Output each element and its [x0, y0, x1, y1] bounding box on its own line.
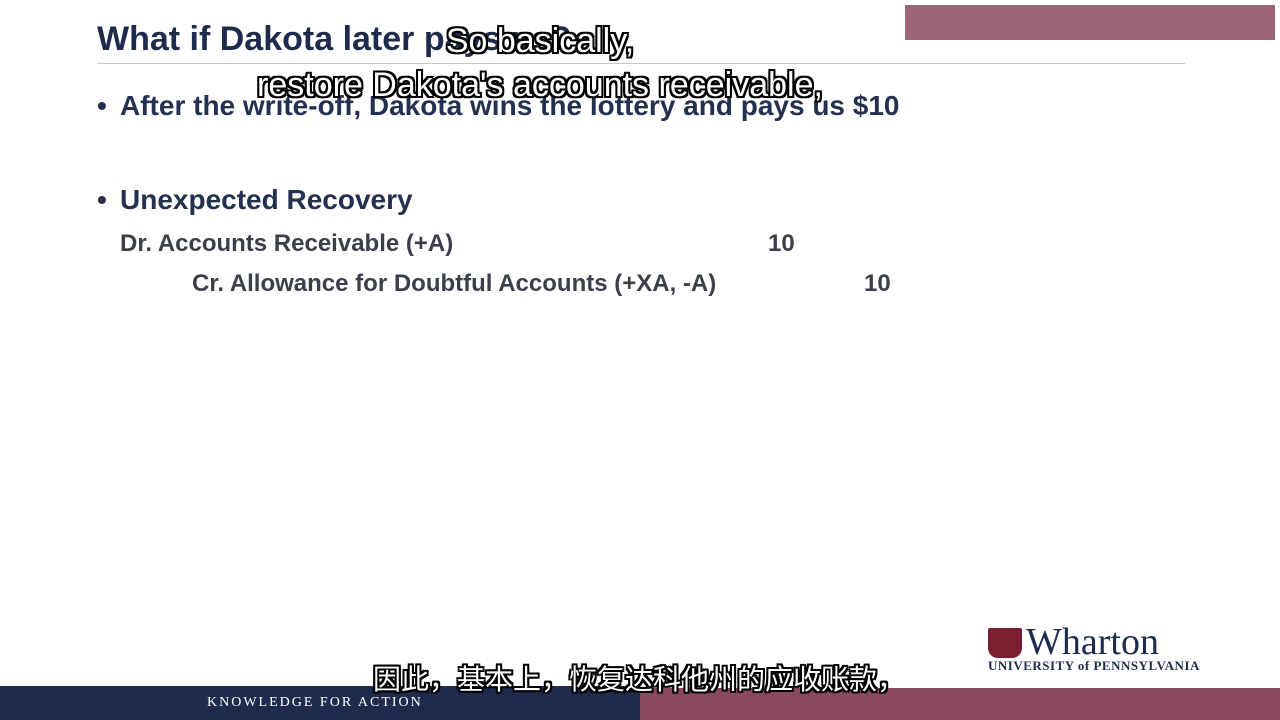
wharton-logo: Wharton UNIVERSITY of PENNSYLVANIA — [988, 621, 1199, 674]
journal-debit-line: Dr. Accounts Receivable (+A) — [120, 230, 454, 257]
subtitle-english-line-1: So basically, — [445, 22, 635, 60]
title-divider — [97, 63, 1185, 64]
footer-bar-right — [640, 688, 1280, 720]
top-accent-bar — [905, 5, 1275, 40]
journal-credit-line: Cr. Allowance for Doubtful Accounts (+XA… — [192, 270, 717, 297]
logo-wordmark: Wharton — [1026, 621, 1159, 663]
journal-credit-amount: 10 — [864, 270, 891, 297]
logo-subtitle: UNIVERSITY of PENNSYLVANIA — [988, 658, 1200, 673]
bullet-text: After the write-off, Dakota wins the lot… — [120, 90, 900, 121]
bullet-text: Unexpected Recovery — [120, 184, 413, 215]
bullet-item: • After the write-off, Dakota wins the lo… — [97, 90, 900, 122]
footer-bar-left — [0, 686, 640, 720]
footer-tagline: KNOWLEDGE FOR ACTION — [207, 695, 423, 710]
journal-debit-amount: 10 — [768, 230, 795, 257]
shield-icon — [988, 628, 1022, 658]
subtitle-chinese: 因此，基本上，恢复达科他州的应收账款， — [373, 663, 906, 696]
bullet-item: • Unexpected Recovery — [97, 184, 413, 216]
bullet-dot: • — [97, 90, 107, 121]
slide-title: What if Dakota later pays us? — [97, 20, 572, 58]
bullet-dot: • — [97, 184, 107, 215]
subtitle-english-line-2: restore Dakota's accounts receivable, — [257, 66, 823, 104]
